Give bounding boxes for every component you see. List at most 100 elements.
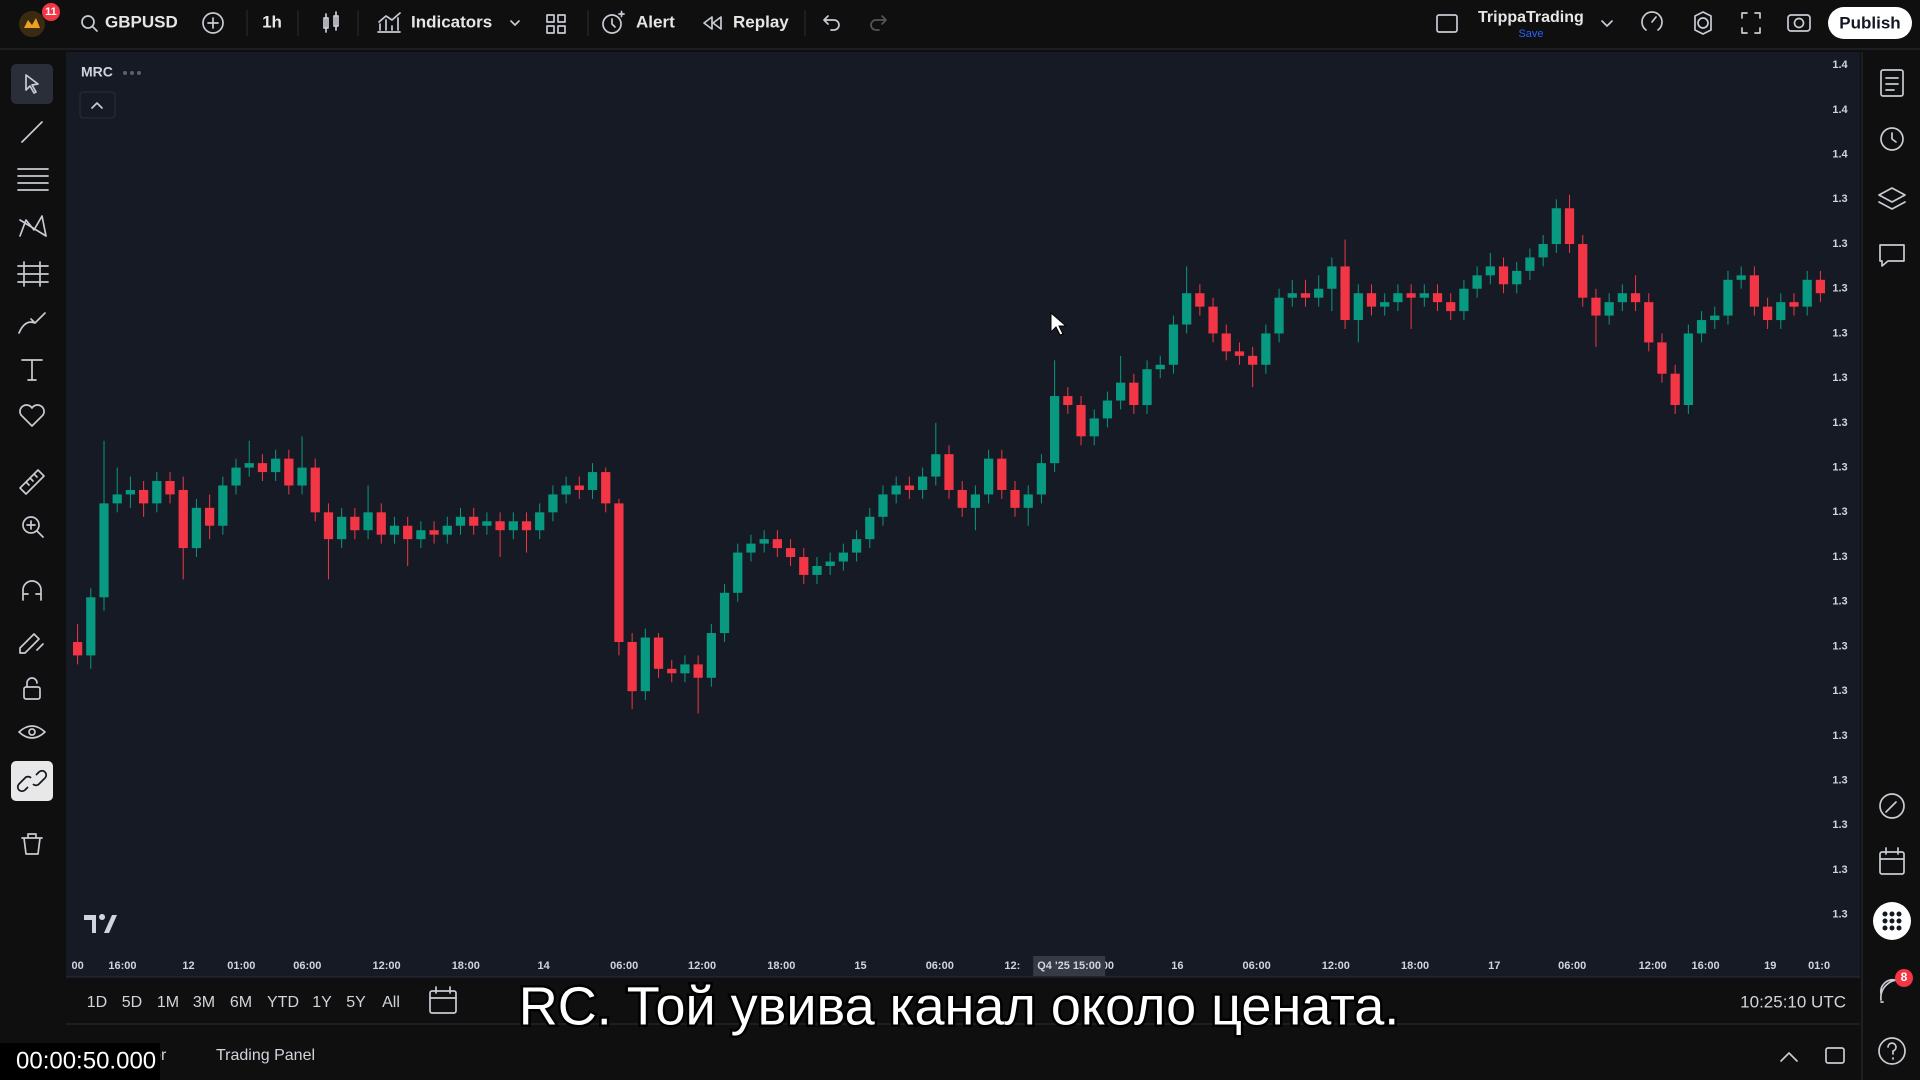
range-button[interactable]: 1Y (312, 994, 332, 1011)
lock-tool[interactable] (23, 686, 41, 700)
zoom-icon (26, 520, 44, 538)
candle-body (733, 552, 743, 593)
indicator-legend[interactable]: MRC (81, 64, 113, 80)
candle-body (1525, 257, 1535, 271)
calendar-icon (1879, 847, 1905, 860)
candle-body (1446, 302, 1456, 312)
candle-body (1644, 302, 1654, 343)
save-status[interactable]: Save (1518, 28, 1543, 40)
avatar[interactable] (19, 11, 45, 37)
x-tick-label: 17 (1488, 960, 1500, 972)
quick-search[interactable] (1641, 11, 1663, 31)
range-button[interactable]: All (382, 994, 400, 1011)
indicators[interactable]: Indicators (411, 12, 492, 31)
candle-body (297, 467, 307, 486)
chart-style-icon[interactable] (323, 11, 339, 33)
layout-toggle[interactable] (1436, 14, 1458, 33)
candle-body (1472, 275, 1482, 289)
settings (1694, 11, 1712, 35)
projection-tool[interactable] (17, 261, 49, 287)
badge-count: 11 (45, 6, 57, 18)
fullscreen[interactable] (1741, 12, 1761, 34)
candle-body (1630, 293, 1641, 303)
object-tree[interactable] (1878, 187, 1906, 210)
cursor-tool[interactable] (25, 74, 39, 94)
snapshot[interactable] (1787, 14, 1811, 32)
range-button[interactable]: 3M (193, 994, 215, 1011)
active-tool[interactable] (11, 64, 53, 104)
chats[interactable] (1879, 244, 1905, 267)
add-icon (207, 17, 219, 29)
range-button[interactable]: 5Y (346, 994, 366, 1011)
hide-tool[interactable] (18, 725, 46, 739)
range-button[interactable]: YTD (267, 994, 299, 1011)
candle-body (627, 641, 637, 692)
avatar-icon (24, 18, 40, 28)
brush-tool[interactable] (18, 312, 46, 334)
panel-window[interactable] (1825, 1047, 1845, 1064)
candle-body (1578, 244, 1588, 298)
replay[interactable]: Replay (733, 12, 789, 31)
candle-body (785, 548, 796, 558)
range-button[interactable]: 1M (157, 994, 179, 1011)
alerts-panel[interactable] (1880, 127, 1904, 151)
undo[interactable] (823, 15, 840, 31)
range-button[interactable]: 5D (122, 994, 142, 1011)
collapse-legend[interactable] (79, 91, 116, 119)
delete-tool[interactable] (21, 833, 43, 855)
range-button[interactable]: 1D (87, 994, 107, 1011)
account-name[interactable]: TrippaTrading (1478, 9, 1584, 26)
x-tick-label: 06:00 (293, 960, 321, 972)
candle-body (878, 494, 888, 517)
interval[interactable]: 1h (262, 12, 282, 31)
settings[interactable] (1697, 17, 1709, 29)
clock[interactable]: 10:25:10 UTC (1740, 992, 1846, 1011)
candle-body (746, 543, 756, 553)
badge (42, 3, 60, 21)
measure-tool[interactable] (19, 469, 45, 495)
candle-body (1604, 302, 1614, 316)
redo[interactable] (870, 15, 887, 31)
candle-body (1182, 293, 1192, 325)
candle-body (944, 454, 954, 490)
candle-body (1591, 297, 1601, 316)
layouts-icon[interactable] (546, 14, 566, 34)
candle-body (178, 489, 188, 549)
help[interactable] (1878, 1037, 1906, 1065)
link-tool-bg[interactable] (11, 761, 53, 801)
candle-body (482, 521, 492, 526)
fib-tool[interactable] (17, 168, 49, 191)
chevron[interactable] (510, 20, 520, 26)
candle-body (601, 472, 611, 504)
legend-menu[interactable] (123, 71, 141, 75)
favorite-tool[interactable] (19, 404, 45, 427)
bottom-tab[interactable]: Trading Panel (216, 1047, 315, 1064)
maximize-panel[interactable] (1780, 1052, 1798, 1062)
publish-button[interactable] (1828, 7, 1912, 39)
goto-date[interactable] (429, 990, 457, 1014)
x-tick-label: 06:00 (1243, 960, 1271, 972)
candle-body (587, 472, 598, 490)
magnet-tool[interactable] (22, 580, 42, 601)
candle-body (1116, 382, 1126, 401)
add-symbol[interactable] (202, 12, 224, 34)
text-tool[interactable] (21, 359, 43, 381)
chevron[interactable] (1601, 20, 1613, 27)
trendline-tool[interactable] (21, 121, 43, 143)
pattern-tool[interactable] (19, 215, 47, 237)
alert[interactable]: Alert (636, 12, 675, 31)
search-icon (92, 26, 98, 32)
candle-body (957, 489, 967, 508)
range-button[interactable]: 6M (230, 994, 252, 1011)
zoom-tool[interactable] (22, 516, 40, 534)
watchlist[interactable] (1880, 69, 1904, 97)
pine-panel[interactable] (1879, 793, 1905, 819)
x-tick-label: 18:00 (452, 960, 480, 972)
lock-drawing-tool[interactable] (19, 633, 44, 654)
x-tick-label: 01:00 (227, 960, 255, 972)
candle-body (1142, 369, 1152, 406)
calendar[interactable] (1879, 851, 1905, 875)
candle-body (548, 494, 558, 513)
symbol[interactable]: GBPUSD (105, 12, 178, 31)
y-tick-label: 1.3 (1832, 640, 1847, 652)
